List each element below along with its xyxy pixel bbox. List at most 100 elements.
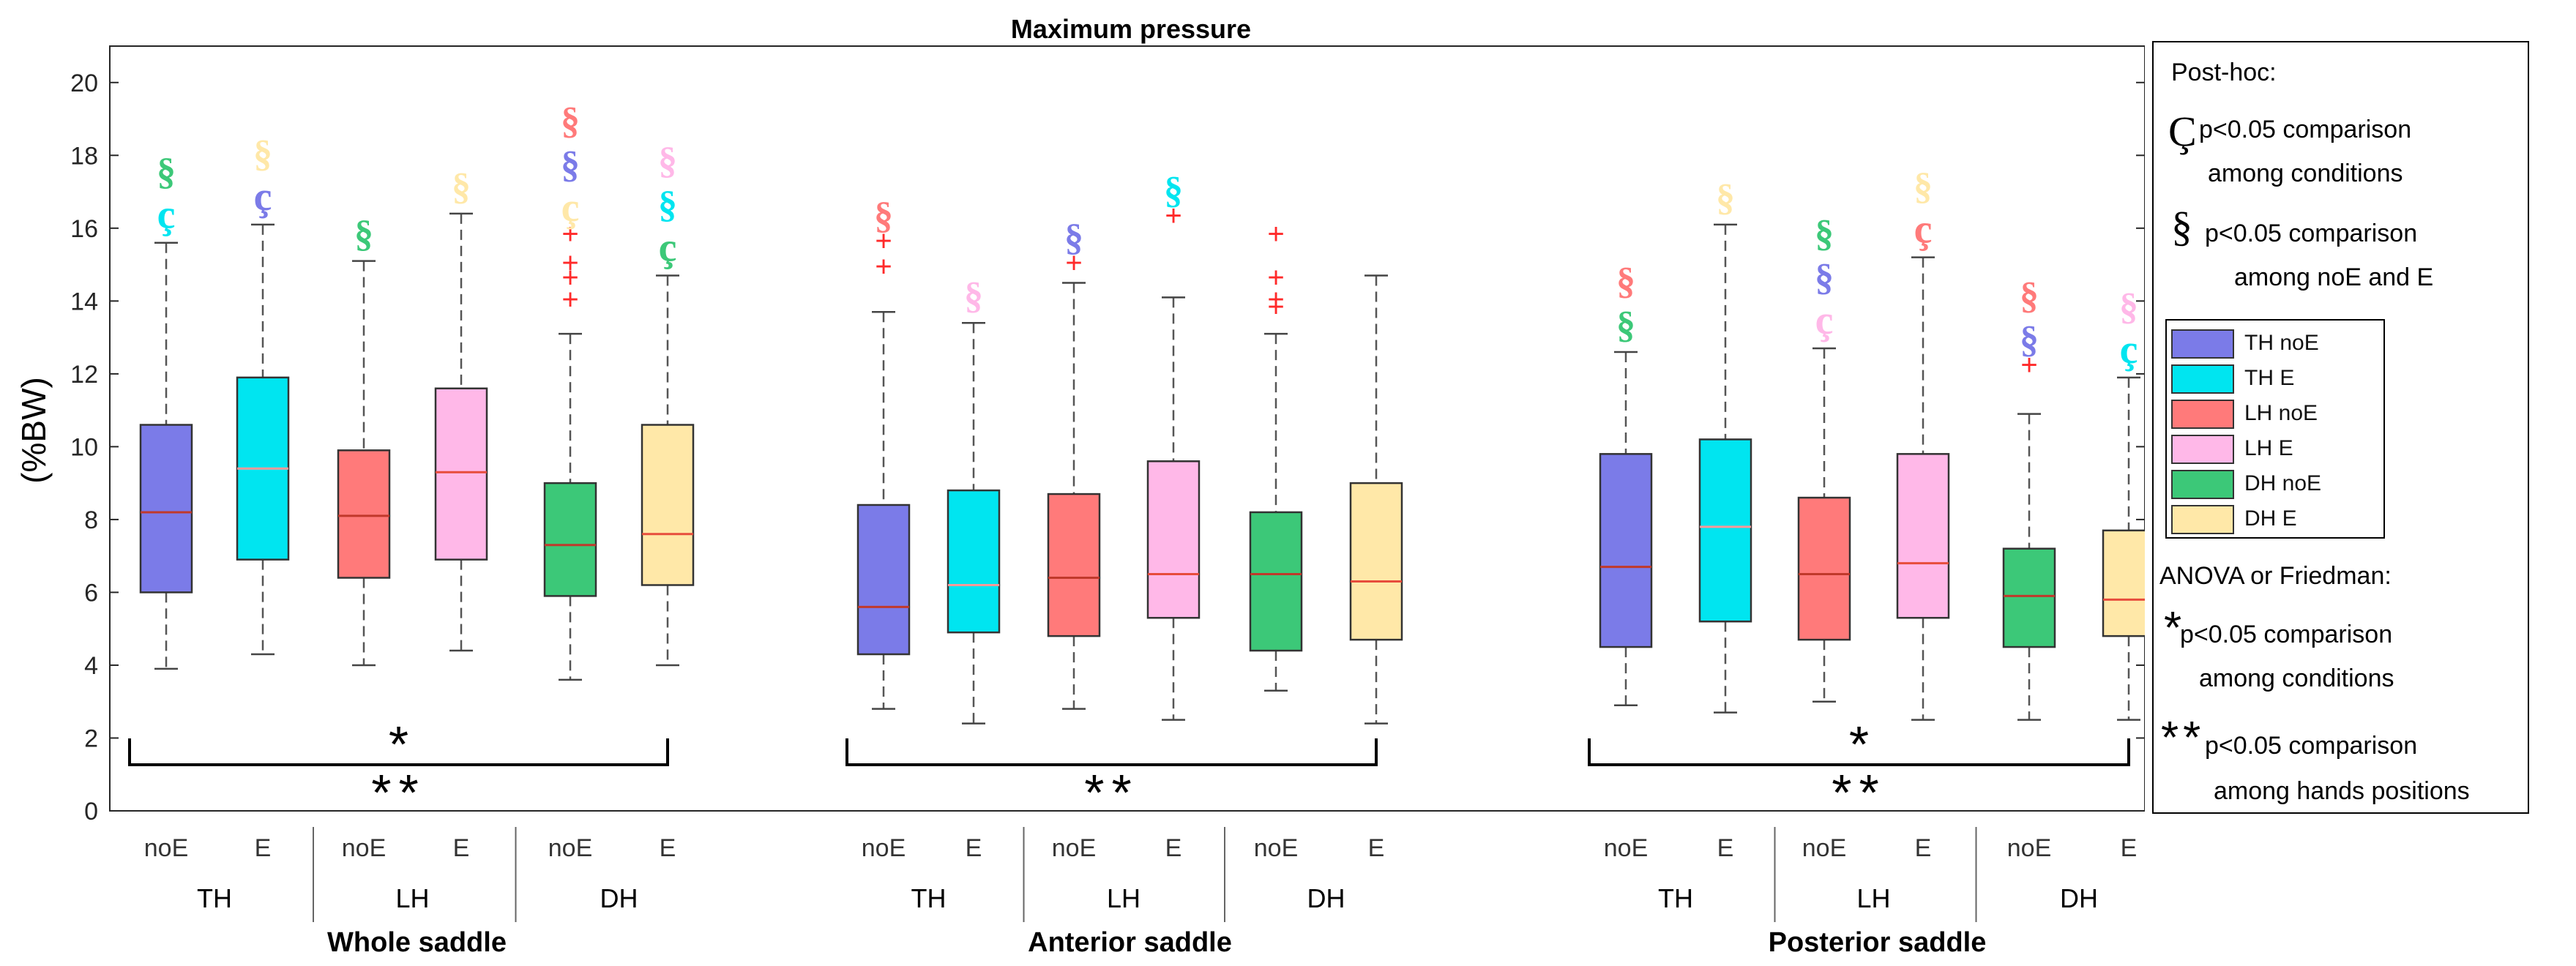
box	[1249, 511, 1303, 652]
box	[856, 503, 911, 656]
x-tick-label-condition: E	[453, 834, 470, 862]
legend-posthoc-title: Post-hoc:	[2171, 59, 2277, 86]
outlier-marker: +	[875, 251, 892, 283]
significance-symbol: §	[2119, 286, 2138, 328]
plot-area	[109, 45, 2145, 812]
x-tick-label-condition: noE	[144, 834, 189, 862]
outlier-marker: +	[1267, 291, 1284, 323]
bracket-star-top: *	[389, 716, 408, 773]
x-tick-label-condition: noE	[1052, 834, 1097, 862]
x-tick-label-group: LH	[1107, 883, 1140, 913]
legend-swatch	[2171, 400, 2234, 429]
significance-symbol: §	[253, 133, 272, 175]
significance-symbol: §	[452, 166, 471, 208]
x-tick-label-condition: E	[255, 834, 272, 862]
legend-label: TH E	[2244, 366, 2295, 390]
legend-label: DH E	[2244, 506, 2297, 531]
bracket-star-top: *	[1849, 716, 1869, 773]
box	[2002, 547, 2056, 648]
x-tick-label-condition: noE	[548, 834, 593, 862]
significance-symbol: §	[1616, 261, 1635, 302]
y-tick-label: 2	[84, 724, 98, 752]
legend-swatch	[2171, 435, 2234, 464]
legend-label: DH noE	[2244, 471, 2322, 495]
box	[543, 482, 597, 597]
x-tick-label-condition: E	[2121, 834, 2138, 862]
box	[1896, 453, 1950, 619]
legend-swatch	[2171, 364, 2234, 394]
x-tick-label-group: TH	[1658, 883, 1693, 913]
panel-name: Whole saddle	[327, 927, 507, 958]
legend-star2-line1: p<0.05 comparison	[2205, 732, 2418, 760]
y-tick-label: 16	[70, 215, 98, 243]
bracket-star-bottom: **	[1832, 764, 1886, 821]
legend-cedilla-symbol: Ç	[2168, 108, 2197, 155]
outlier-marker: +	[875, 225, 892, 258]
x-tick-label-condition: noE	[2007, 834, 2052, 862]
y-axis-label: (%BW)	[15, 377, 53, 484]
outlier-marker: +	[1267, 218, 1284, 250]
x-tick-label-condition: E	[660, 834, 676, 862]
significance-bracket	[128, 738, 669, 766]
box	[1797, 496, 1851, 641]
significance-symbol: §	[874, 195, 893, 237]
legend-anova-title: ANOVA or Friedman:	[2159, 562, 2392, 590]
significance-symbol: §	[658, 184, 677, 226]
legend-swatch	[2171, 470, 2234, 499]
outlier-marker: +	[1267, 261, 1284, 293]
legend-entry-lh-noe: LH noE	[2171, 397, 2383, 429]
color-legend: TH noE TH E LH noE LH E DH noE DH E	[2165, 319, 2385, 539]
box	[947, 489, 1001, 634]
significance-symbol: ç	[1914, 207, 1933, 252]
x-tick-label-condition: noE	[1802, 834, 1847, 862]
significance-symbol: §	[561, 144, 580, 186]
legend-entry-th-noe: TH noE	[2171, 326, 2383, 359]
legend-section-line2: among noE and E	[2234, 263, 2434, 291]
legend-entry-lh-e: LH E	[2171, 432, 2383, 464]
significance-symbol: §	[1064, 217, 1083, 259]
outlier-marker: +	[1267, 283, 1284, 315]
x-tick-label-group: DH	[600, 883, 638, 913]
x-tick-label-condition: noE	[1604, 834, 1649, 862]
legend-entry-dh-e: DH E	[2171, 502, 2383, 534]
legend-section-symbol: §	[2171, 203, 2192, 250]
significance-symbol: §	[964, 275, 983, 317]
x-tick-label-condition: noE	[342, 834, 387, 862]
x-tick-label-group: LH	[395, 883, 429, 913]
legend-entry-dh-noe: DH noE	[2171, 467, 2383, 499]
significance-symbol: §	[2020, 275, 2039, 317]
y-tick-label: 10	[70, 433, 98, 461]
box	[1698, 438, 1752, 623]
box	[1349, 482, 1403, 641]
significance-symbol: §	[1815, 257, 1834, 299]
significance-symbol: ç	[254, 174, 272, 220]
significance-symbol: ç	[157, 192, 176, 238]
box	[2102, 529, 2145, 637]
legend-entry-th-e: TH E	[2171, 362, 2383, 394]
legend-star1-line2: among conditions	[2199, 664, 2394, 692]
significance-symbol: ç	[659, 225, 677, 271]
significance-symbol: §	[1616, 304, 1635, 346]
outlier-marker: +	[561, 247, 578, 280]
outlier-marker: +	[1065, 247, 1082, 280]
y-tick-label: 14	[70, 288, 98, 315]
panel-name: Posterior saddle	[1769, 927, 1987, 958]
x-tick-label-condition: noE	[1254, 834, 1299, 862]
legend-section-line1: p<0.05 comparison	[2205, 220, 2418, 247]
legend-swatch	[2171, 329, 2234, 359]
boxes-layer: ç§ç§§§++++ç§§ç§§++§§+§+§++++§§§ç§§ ç§+§§ç…	[139, 100, 2145, 724]
outlier-marker: +	[1165, 200, 1181, 232]
significance-symbol: §	[561, 100, 580, 142]
x-tick-label-condition: E	[1165, 834, 1182, 862]
legend-label: LH noE	[2244, 401, 2318, 425]
significance-symbol: §	[157, 151, 176, 193]
box	[1599, 453, 1653, 648]
x-tick-label-group: LH	[1856, 883, 1890, 913]
legend-swatch	[2171, 505, 2234, 534]
significance-symbol: §	[658, 141, 677, 182]
significance-symbol: §	[2020, 319, 2039, 361]
significance-symbol: §	[1164, 170, 1183, 211]
box	[641, 424, 695, 586]
legend-cedilla-line1: p<0.05 comparison	[2199, 116, 2412, 143]
